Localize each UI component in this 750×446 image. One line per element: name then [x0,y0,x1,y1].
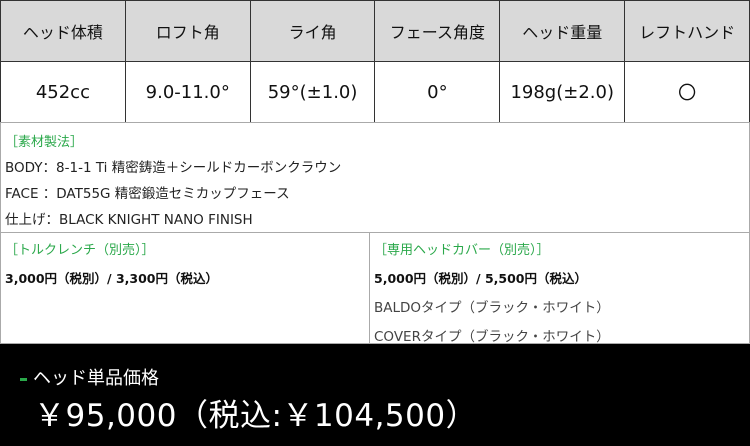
materials-section: ［素材製法］ BODY：8-1-1 Ti 精密鋳造＋シールドカーボンクラウン F… [0,122,750,233]
materials-title: ［素材製法］ [5,135,84,150]
header-left-hand: レフトハンド [624,0,750,62]
value-head-weight: 198g(±2.0) [499,61,626,123]
value-face-angle: 0° [374,61,501,123]
price-bar: ヘッド単品価格 ￥95,000（税込:￥104,500） [0,344,750,446]
head-cover-title: ［専用ヘッドカバー（別売）］ [374,243,550,258]
torque-wrench-price: 3,000円（税別）/ 3,300円（税込） [5,271,218,286]
value-loft: 9.0-11.0° [124,61,251,123]
price-label-wrap: ヘッド単品価格 [20,364,159,390]
spec-value-row: 452cc 9.0-11.0° 59°(±1.0) 0° 198g(±2.0) … [0,61,750,123]
materials-finish: 仕上げ：BLACK KNIGHT NANO FINISH [5,212,253,228]
head-cover-type-baldo: BALDOタイプ（ブラック・ホワイト） [374,300,610,316]
header-loft: ロフト角 [124,0,251,62]
price-value: ￥95,000（税込:￥104,500） [34,398,478,434]
torque-wrench-section: ［トルクレンチ（別売）］ 3,000円（税別）/ 3,300円（税込） [0,232,370,344]
price-label: ヘッド単品価格 [33,368,159,389]
header-head-weight: ヘッド重量 [499,0,626,62]
head-cover-price: 5,000円（税別）/ 5,500円（税込） [374,271,587,286]
materials-body: BODY：8-1-1 Ti 精密鋳造＋シールドカーボンクラウン [5,160,342,176]
dash-icon [20,377,27,381]
header-face-angle: フェース角度 [374,0,501,62]
head-cover-section: ［専用ヘッドカバー（別売）］ 5,000円（税別）/ 5,500円（税込） BA… [369,232,750,345]
header-head-volume: ヘッド体積 [0,0,126,62]
header-lie: ライ角 [249,0,376,62]
value-left-hand: 〇 [624,61,750,123]
head-cover-type-cover: COVERタイプ（ブラック・ホワイト） [374,329,610,345]
materials-face: FACE ：DAT55G 精密鍛造セミカップフェース [5,186,290,202]
spec-header-row: ヘッド体積 ロフト角 ライ角 フェース角度 ヘッド重量 レフトハンド [0,0,750,62]
value-head-volume: 452cc [0,61,126,123]
spec-table: ヘッド体積 ロフト角 ライ角 フェース角度 ヘッド重量 レフトハンド 452cc… [0,0,750,123]
value-lie: 59°(±1.0) [249,61,376,123]
torque-wrench-title: ［トルクレンチ（別売）］ [5,243,155,258]
